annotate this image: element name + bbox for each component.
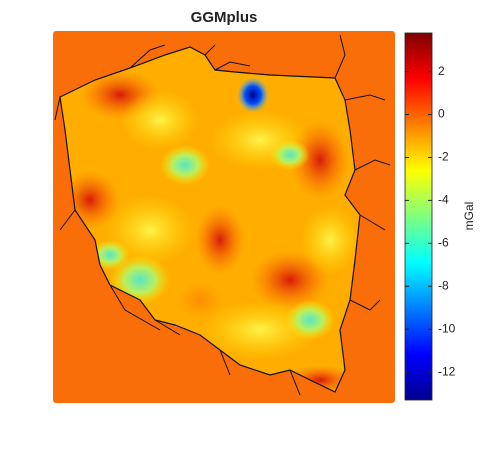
anomaly-field (60, 47, 360, 392)
colorbar-tick-label: 0 (438, 107, 445, 121)
colorbar-label: mGal (462, 202, 476, 231)
colorbar-fill (404, 32, 433, 401)
colorbar: 2 0 -2 -4 -6 -8 -10 -12 mGal (404, 32, 476, 401)
colorbar-tick-label: -10 (438, 321, 456, 335)
colorbar-tick-label: -4 (438, 193, 449, 207)
colorbar-tick-label: -12 (438, 364, 456, 378)
title: GGMplus (191, 9, 258, 26)
map (53, 31, 395, 403)
colorbar-tick-label: -6 (438, 235, 449, 249)
colorbar-tick-label: 2 (438, 64, 445, 78)
colorbar-tick-label: -8 (438, 278, 449, 292)
colorbar-tick-label: -2 (438, 150, 449, 164)
